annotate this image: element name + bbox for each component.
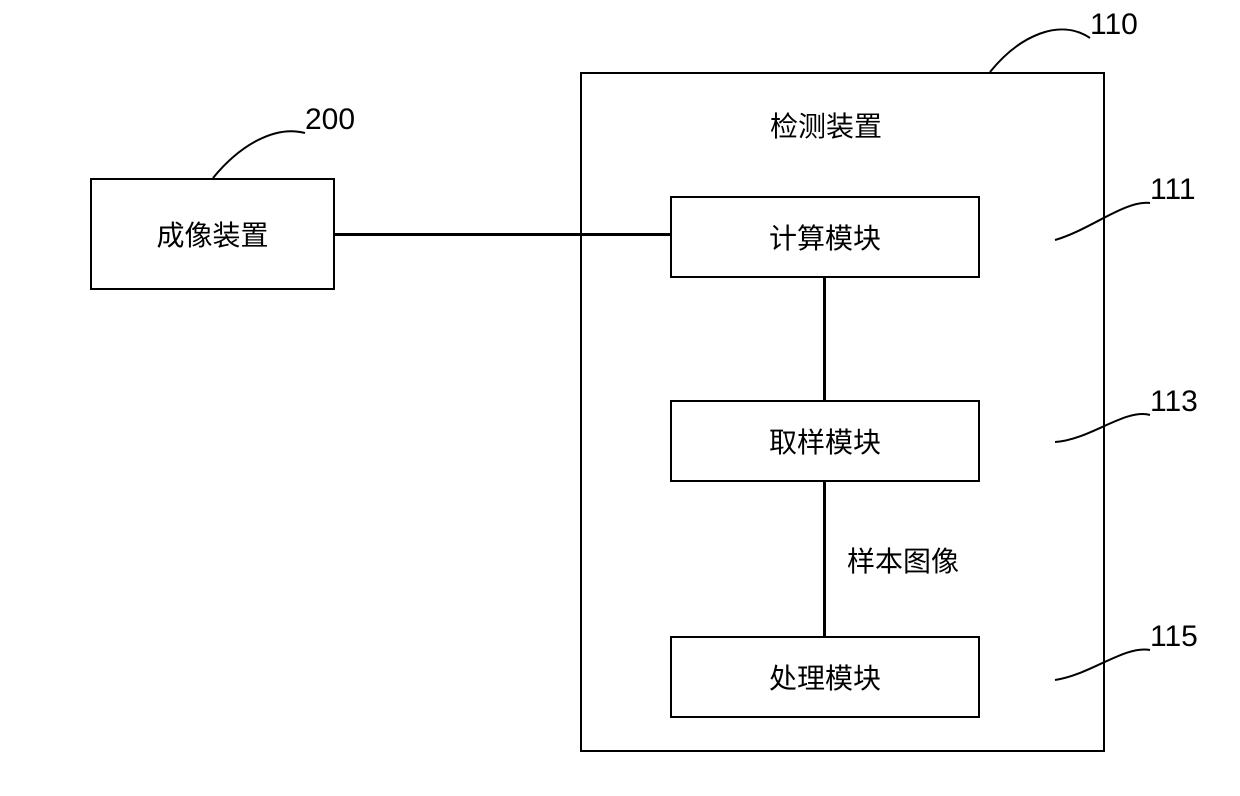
lead-110-path — [990, 30, 1090, 72]
lead-111-path — [1055, 203, 1150, 240]
lead-200 — [0, 0, 1240, 796]
lead-113-path — [1055, 414, 1150, 442]
lead-200-path — [213, 131, 305, 178]
lead-115-path — [1055, 649, 1150, 680]
